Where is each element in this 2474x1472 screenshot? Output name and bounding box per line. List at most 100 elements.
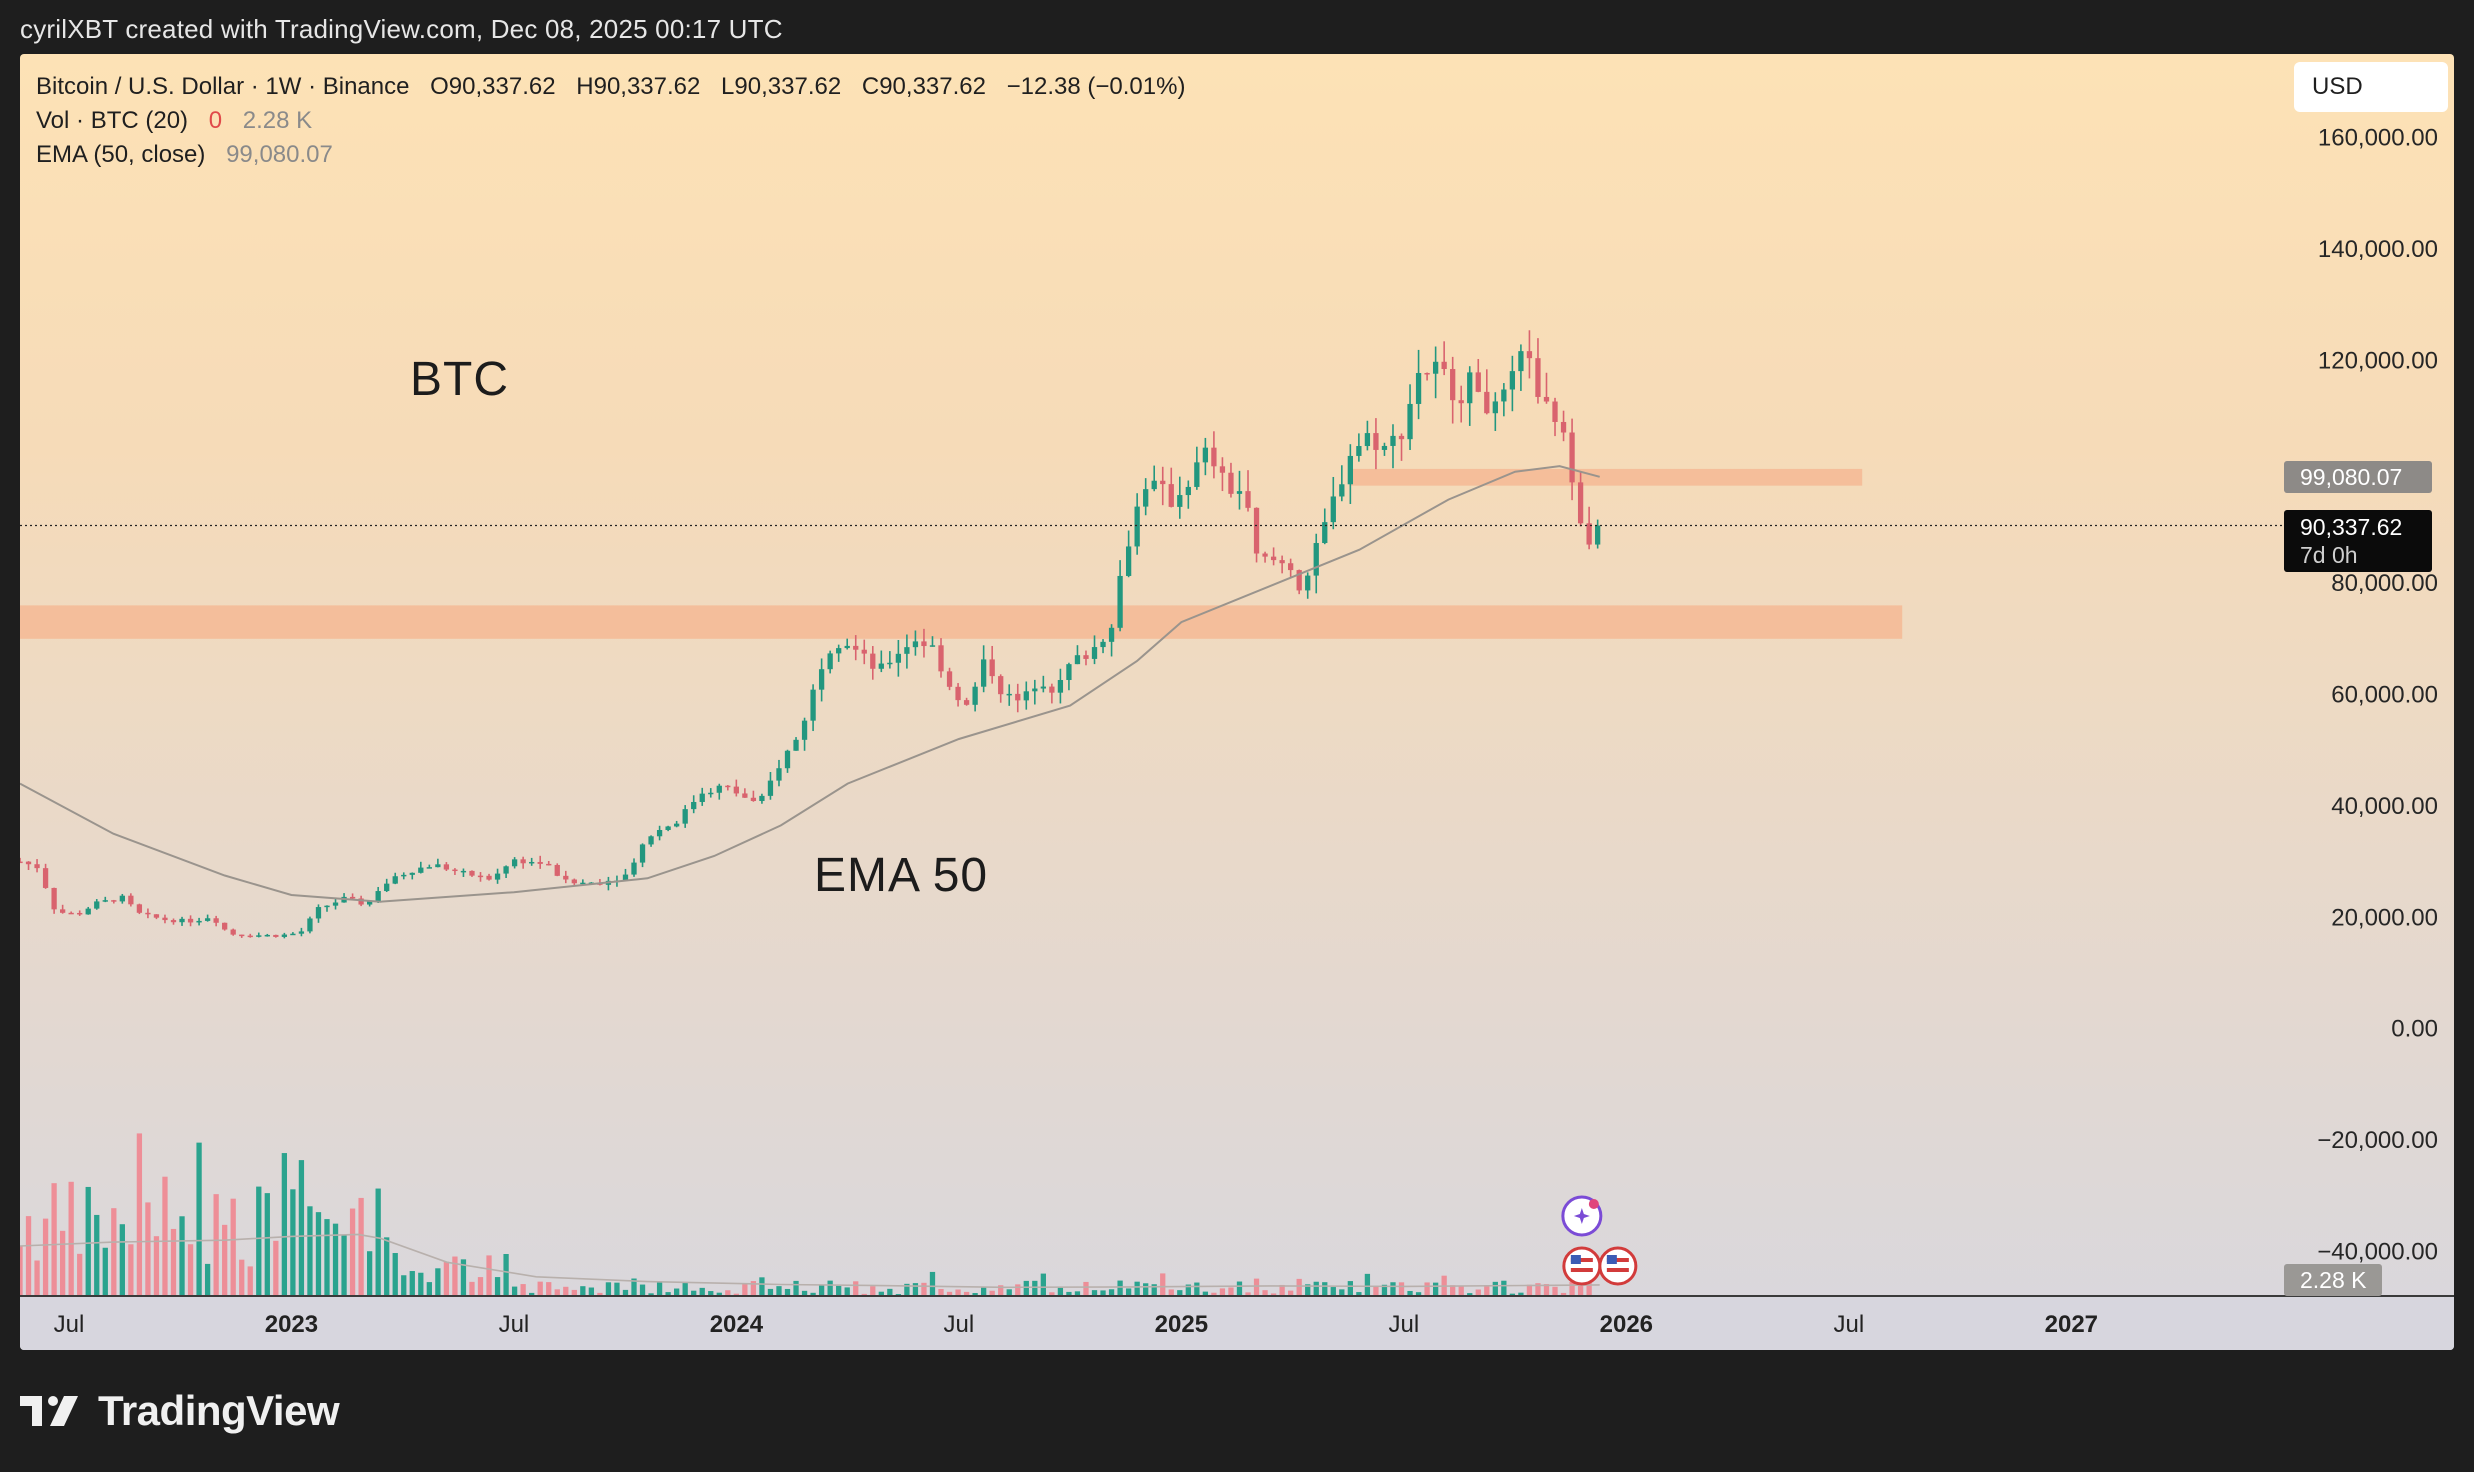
btc-annotation[interactable]: BTC xyxy=(410,353,509,406)
candle-body xyxy=(375,891,381,902)
volume-bar xyxy=(1415,1292,1422,1296)
x-tick-label: Jul xyxy=(1833,1311,1864,1338)
candle-body xyxy=(426,867,432,869)
candle-body xyxy=(554,864,560,876)
volume-bar xyxy=(725,1290,731,1296)
volume-bar xyxy=(870,1286,876,1296)
candle-body xyxy=(887,662,893,665)
candle-body xyxy=(409,872,415,875)
chart-panel[interactable]: Jul 2023 Jul 2024 Jul 2025 Jul 2026 Jul 2027 160,0… xyxy=(20,54,2454,1350)
price-chart-svg[interactable]: Jul 2023 Jul 2024 Jul 2025 Jul 2026 Jul 2027 160,0… xyxy=(20,54,2454,1350)
y-tick-label: 60,000.00 xyxy=(2331,681,2438,708)
candle-body xyxy=(1586,523,1592,545)
ema-legend-row[interactable]: EMA (50, close) 99,080.07 xyxy=(36,138,1185,172)
candle-body xyxy=(1211,447,1217,467)
candle-body xyxy=(162,917,168,921)
ema-price-tag-value: 99,080.07 xyxy=(2300,463,2403,490)
candle-body xyxy=(392,876,398,884)
volume-indicator-label[interactable]: Vol · BTC (20) xyxy=(36,107,189,134)
volume-bar xyxy=(1049,1292,1055,1296)
volume-bar xyxy=(1305,1284,1311,1296)
candle-body xyxy=(1100,641,1106,648)
volume-bar xyxy=(256,1186,262,1296)
candle-body xyxy=(989,659,995,677)
candle-body xyxy=(94,901,100,909)
volume-bar xyxy=(1253,1278,1260,1296)
candle-body xyxy=(324,905,330,908)
candle-body xyxy=(801,720,808,740)
volume-bar xyxy=(418,1272,424,1296)
candle-body xyxy=(20,861,23,864)
candle-body xyxy=(674,823,680,827)
volume-bar xyxy=(1407,1290,1413,1296)
volume-legend-row[interactable]: Vol · BTC (20) 0 2.28 K xyxy=(36,104,1185,138)
volume-bar xyxy=(170,1228,177,1296)
candle-body xyxy=(281,934,288,937)
x-tick-label: Jul xyxy=(944,1311,975,1338)
candle-body xyxy=(1501,389,1507,402)
candle-body xyxy=(750,797,757,802)
candle-body xyxy=(691,801,697,810)
candle-body xyxy=(494,873,501,880)
candle-body xyxy=(1151,480,1157,490)
y-tick-label: 120,000.00 xyxy=(2318,347,2438,374)
tradingview-brand[interactable]: TradingView xyxy=(20,1385,340,1437)
price-zone-1[interactable] xyxy=(1350,468,1863,486)
volume-bar xyxy=(929,1271,936,1296)
volume-bar xyxy=(733,1293,739,1296)
candle-body xyxy=(955,686,961,701)
candle-body xyxy=(1356,446,1362,456)
candle-body xyxy=(315,907,322,919)
candle-body xyxy=(401,874,407,877)
candle-body xyxy=(571,879,577,884)
volume-bar xyxy=(1083,1281,1089,1296)
candle-body xyxy=(810,689,816,721)
volume-bar xyxy=(375,1188,381,1296)
candle-body xyxy=(460,870,467,873)
volume-bar xyxy=(998,1285,1004,1296)
ema-50-line[interactable] xyxy=(20,465,1600,903)
volume-bar xyxy=(1535,1283,1541,1296)
volume-bar xyxy=(1296,1278,1302,1296)
volume-bar xyxy=(1125,1288,1132,1296)
currency-button[interactable]: USD xyxy=(2294,62,2448,112)
candle-body xyxy=(264,934,270,937)
candle-body xyxy=(1407,403,1413,440)
volume-bar xyxy=(708,1291,714,1296)
candle-body xyxy=(307,918,313,932)
candle-body xyxy=(938,645,944,672)
candle-body xyxy=(34,864,40,869)
volume-bar xyxy=(614,1282,620,1296)
candle-body xyxy=(742,793,748,798)
volume-bar xyxy=(588,1287,595,1296)
symbol-legend-row[interactable]: Bitcoin / U.S. Dollar · 1W · Binance O90… xyxy=(36,70,1185,104)
volume-bar xyxy=(1364,1273,1371,1296)
candle-body xyxy=(895,653,902,663)
volume-bar xyxy=(1057,1287,1064,1296)
volume-bar xyxy=(1458,1285,1464,1296)
volume-bar xyxy=(298,1160,305,1296)
volume-bar xyxy=(1023,1280,1029,1296)
volume-bar xyxy=(904,1283,910,1296)
candle-body xyxy=(972,686,978,705)
volume-bar xyxy=(85,1186,91,1296)
volume-bar xyxy=(153,1236,160,1296)
candle-body xyxy=(1475,372,1481,392)
ema-indicator-label[interactable]: EMA (50, close) xyxy=(36,141,206,168)
volume-bar xyxy=(230,1198,236,1296)
volume-bar xyxy=(1270,1293,1277,1296)
candle-body xyxy=(963,700,970,705)
volume-bar xyxy=(1219,1288,1226,1296)
candle-body xyxy=(767,780,774,796)
volume-tag-value: 2.28 K xyxy=(2300,1267,2367,1293)
symbol-title[interactable]: Bitcoin / U.S. Dollar · 1W · Binance xyxy=(36,73,410,100)
volume-bar xyxy=(1492,1281,1498,1296)
volume-bar xyxy=(51,1183,57,1296)
volume-bar xyxy=(1091,1290,1098,1296)
volume-bar xyxy=(1518,1292,1524,1296)
ema50-annotation[interactable]: EMA 50 xyxy=(814,849,989,902)
price-zone-0[interactable] xyxy=(20,605,1903,639)
close-value: 90,337.62 xyxy=(879,73,986,100)
candle-body xyxy=(1270,556,1277,561)
volume-bar xyxy=(1484,1285,1490,1296)
